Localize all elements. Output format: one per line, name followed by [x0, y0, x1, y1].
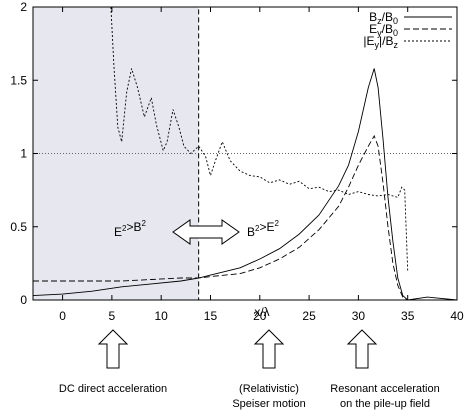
- series-group: [33, 7, 457, 300]
- up-arrow-icon-right: [346, 329, 378, 369]
- x-tick-label: 35: [401, 309, 415, 323]
- up-arrow-icon-middle: [253, 329, 285, 369]
- double-arrow-icon: [172, 219, 240, 245]
- x-tick-label: 15: [204, 309, 218, 323]
- caption-middle-line1: (Relativistic): [239, 383, 299, 395]
- legend-label-1: Bz/B0: [369, 10, 398, 26]
- y-tick-label: 0: [20, 293, 27, 307]
- caption-middle-line2: Speiser motion: [232, 398, 305, 410]
- legend-label-2: Ey/B0: [369, 22, 398, 38]
- y-tick-label: 2: [20, 0, 27, 14]
- x-tick-label: 10: [155, 309, 169, 323]
- x-axis-label: x/λ: [254, 305, 269, 319]
- y-tick-label: 1.5: [10, 73, 27, 87]
- region-label-right: B2>E2: [247, 219, 280, 239]
- x-tick-label: 5: [109, 309, 116, 323]
- x-tick-label: 30: [352, 309, 366, 323]
- x-tick-label: 25: [302, 309, 316, 323]
- y-tick-label: 1: [20, 147, 27, 161]
- legend-label-3: |Ey|/Bz: [363, 34, 398, 50]
- caption-right-line1: Resonant acceleration: [330, 383, 439, 395]
- y-tick-label: 0.5: [10, 220, 27, 234]
- series-line-1: [33, 68, 457, 300]
- region-label-left: E2>B2: [114, 219, 147, 239]
- caption-right-line2: on the pile-up field: [340, 398, 430, 410]
- series-line-2: [33, 134, 457, 300]
- plot-frame: [32, 6, 458, 301]
- up-arrow-icon-left: [97, 329, 129, 369]
- series-line-3: [110, 7, 409, 271]
- x-tick-label: 0: [59, 309, 66, 323]
- axis-ticks: 0 5 10 15 20 25 30 35 40 0 0.5 1 1.5 2: [10, 0, 464, 323]
- x-tick-label: 20: [253, 309, 267, 323]
- caption-left: DC direct acceleration: [59, 383, 167, 395]
- x-tick-label: 40: [450, 309, 464, 323]
